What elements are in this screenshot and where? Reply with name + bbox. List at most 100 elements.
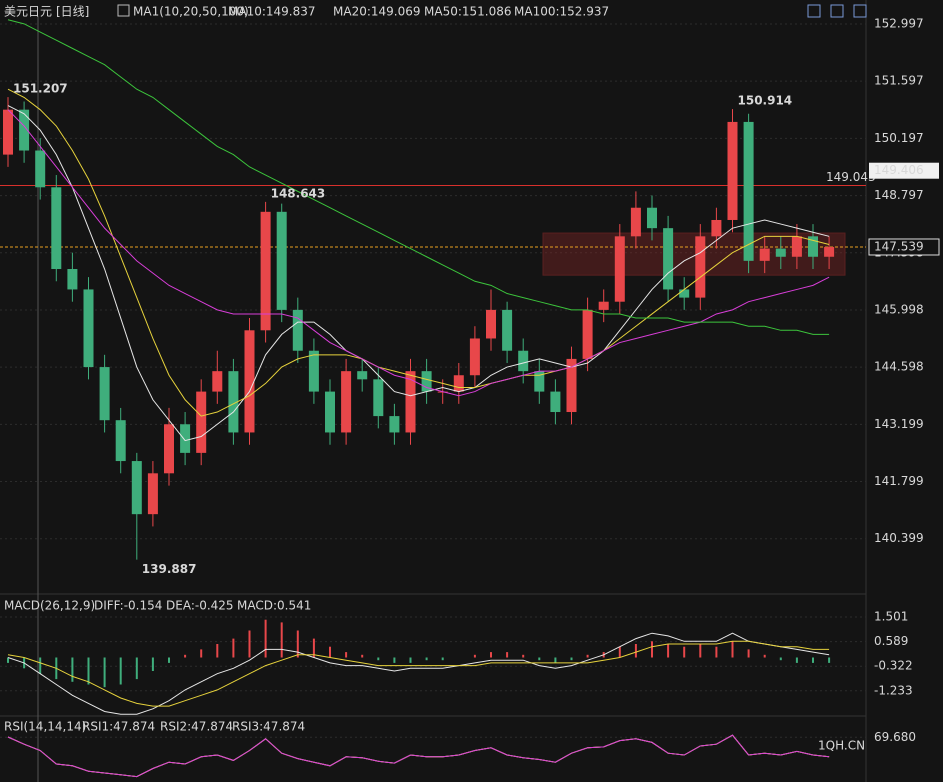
candle-body (99, 367, 110, 421)
tool-icon[interactable] (853, 4, 867, 18)
ma-line (7, 88, 830, 417)
candle-body (228, 371, 239, 433)
legend-entry: MA100:152.937 (514, 5, 609, 19)
y-tick-label: 148.797 (874, 188, 924, 202)
macd-line (7, 640, 830, 707)
candle-body (292, 309, 303, 351)
y-tick-label: 145.998 (874, 302, 924, 316)
candle-body (131, 461, 142, 515)
last-price-box (868, 238, 940, 256)
candle-body (647, 207, 657, 229)
candle-body (325, 391, 335, 433)
candle-body (3, 109, 13, 155)
y-tick-label: 152.997 (874, 16, 924, 30)
y-tick-label: 151.597 (874, 74, 924, 88)
candle-body (743, 121, 754, 261)
legend-entry: MACD:0.541 (237, 599, 311, 613)
candle-body (341, 371, 352, 433)
settings-icon[interactable] (117, 4, 130, 17)
rsi-line (7, 734, 830, 778)
candle-body (276, 211, 287, 310)
candle-body (67, 269, 78, 290)
candle-body (759, 248, 770, 261)
candle-body (405, 371, 416, 433)
y-tick-label: 144.598 (874, 360, 924, 374)
candle-body (679, 289, 690, 298)
y-tick-label: -0.322 (874, 659, 913, 673)
candle-body (421, 371, 432, 392)
y-tick-label: 0.589 (874, 634, 908, 648)
candle-body (808, 236, 818, 257)
ma-line (7, 105, 830, 442)
candle-body (19, 109, 30, 151)
tool-icon[interactable] (807, 4, 821, 18)
toolbar (117, 4, 867, 18)
extreme-label: 148.643 (271, 186, 326, 200)
candle-body (727, 121, 738, 220)
period-label: [日线] (56, 5, 89, 19)
candle-body (518, 350, 529, 372)
candle-body (534, 371, 545, 392)
legend-entry: MA10:149.837 (228, 5, 316, 19)
candle-body (630, 207, 641, 237)
candle-body (791, 236, 802, 257)
candle-body (469, 338, 480, 376)
legend-entry: DIFF:-0.154 (94, 599, 162, 613)
candle-body (550, 391, 561, 413)
panel-title: RSI(14,14,14) (4, 720, 86, 734)
y-tick-label: 69.680 (874, 730, 916, 744)
candle-body (196, 391, 207, 453)
candle-body (244, 330, 255, 433)
candle-body (115, 420, 126, 462)
candle-body (582, 309, 593, 359)
extreme-label: 151.207 (13, 82, 68, 96)
legend-entry: RSI1:47.874 (82, 720, 155, 734)
marker-box (869, 162, 939, 179)
candle-body (389, 416, 400, 433)
candle-body (260, 211, 271, 331)
marker-label: 149.406 (874, 163, 924, 177)
candle-body (147, 473, 158, 515)
candle-body (453, 375, 464, 392)
y-tick-label: 140.399 (874, 531, 924, 545)
ma-line (7, 109, 830, 397)
candle-body (308, 350, 319, 392)
tool-icon[interactable] (830, 4, 844, 18)
y-tick-label: -1.233 (874, 683, 913, 697)
y-tick-label: 1.501 (874, 609, 908, 623)
legend-entry: DEA:-0.425 (166, 599, 234, 613)
last-price-label: 147.539 (874, 239, 924, 253)
candle-body (180, 424, 191, 453)
legend-entry: RSI2:47.874 (160, 720, 233, 734)
candle-body (35, 150, 46, 188)
legend-entry: MA20:149.069 (333, 5, 421, 19)
candle-body (775, 248, 786, 257)
candle-body (502, 309, 513, 351)
macd-line (7, 632, 830, 715)
candle-body (357, 371, 368, 380)
extreme-label: 150.914 (738, 94, 793, 108)
candle-body (164, 424, 174, 474)
candle-body (486, 309, 496, 339)
price-line-label: 149.043 (826, 170, 876, 184)
panel-title: MACD(26,12,9) (4, 599, 95, 613)
legend-entry: RSI3:47.874 (232, 720, 305, 734)
candle-body (373, 379, 384, 417)
watermark: 1QH.CN (818, 739, 865, 753)
candle-body (212, 371, 223, 392)
candle-body (663, 228, 674, 290)
candle-body (51, 187, 62, 270)
candle-body (83, 289, 94, 368)
candle-body (695, 236, 706, 298)
candle-body (598, 301, 609, 310)
y-tick-label: 143.199 (874, 417, 924, 431)
ma-line (7, 19, 830, 335)
y-tick-label: 150.197 (874, 131, 924, 145)
symbol-title: 美元日元 (4, 5, 52, 19)
y-tick-label: 141.799 (874, 474, 924, 488)
indicator-label: MA1(10,20,50,100) (133, 5, 249, 19)
extreme-label: 139.887 (142, 562, 197, 576)
